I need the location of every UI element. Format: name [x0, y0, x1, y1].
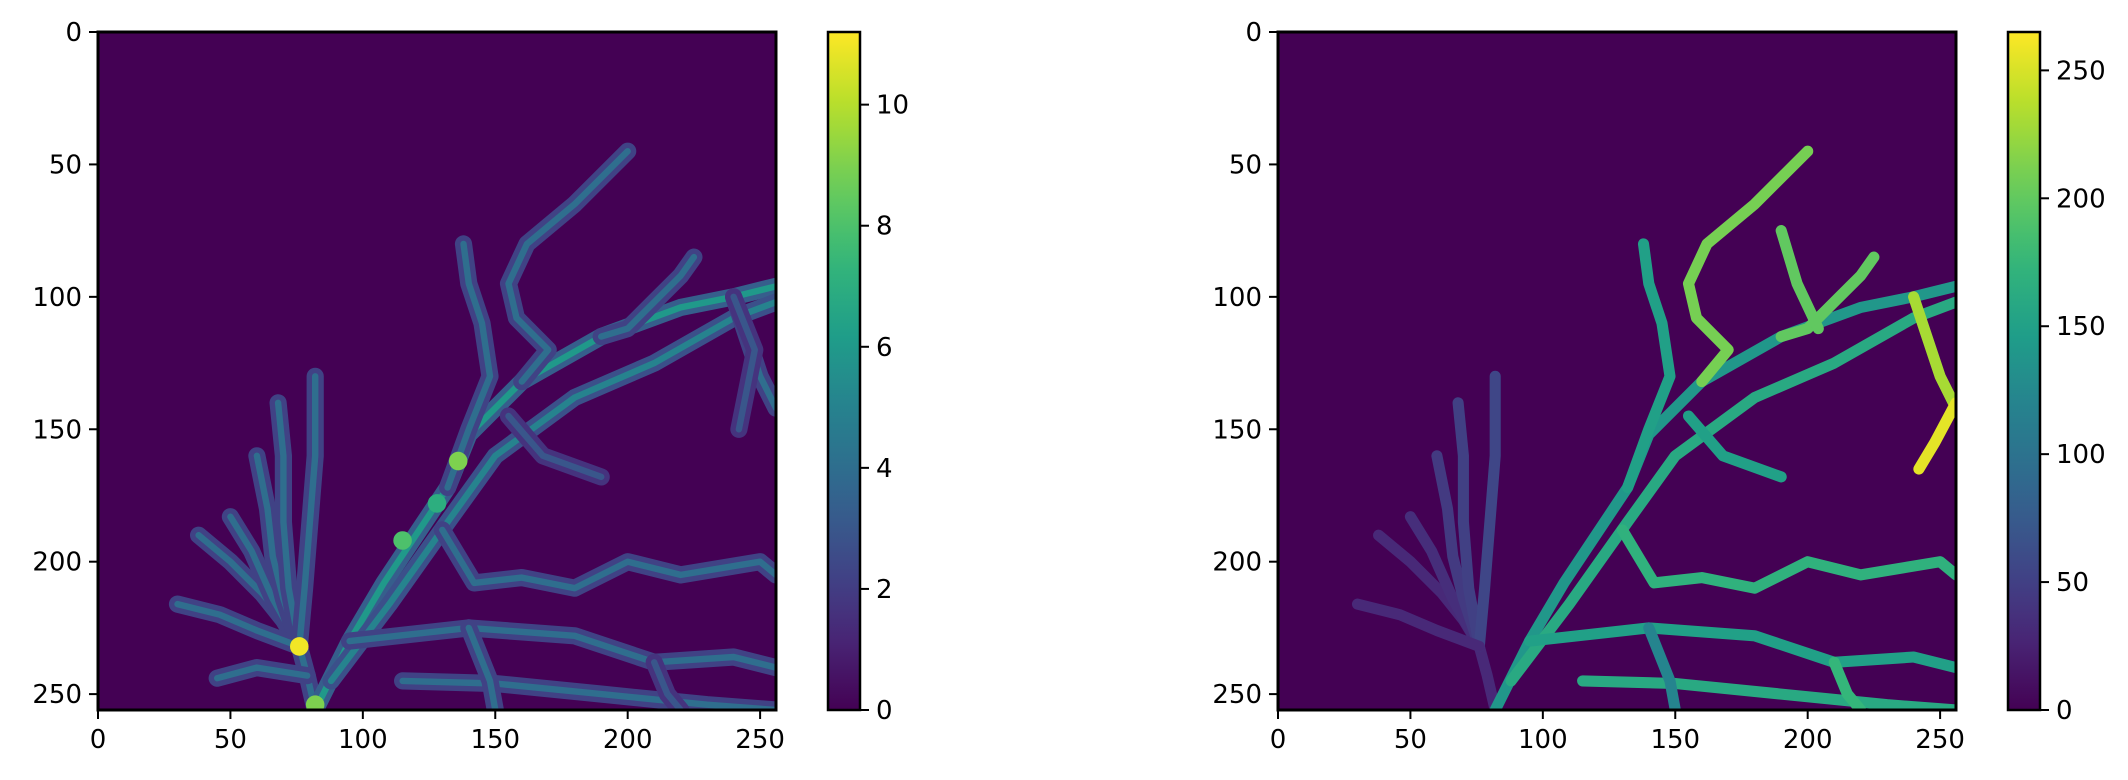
colorbar-tick-label: 10 — [876, 91, 909, 121]
x-tick-label: 150 — [1650, 725, 1700, 755]
vessel-junction-3 — [448, 451, 468, 471]
vessel-19 — [1913, 397, 1956, 475]
heatmap-vessels — [168, 142, 776, 710]
y-tick-label: 0 — [65, 18, 82, 48]
x-tick-label: 250 — [1915, 725, 1965, 755]
x-tick-label: 0 — [1270, 725, 1287, 755]
vessel-8 — [1622, 238, 1676, 494]
x-tick-label: 0 — [90, 725, 107, 755]
panel-1: 0 50 100 150 200 250 0 50 100 150 200 250 0 2 4 6 8 10 — [32, 18, 909, 755]
colorbar-tick-label: 50 — [2056, 568, 2089, 598]
y-tick-label: 150 — [1212, 415, 1262, 445]
vessel-10 — [1775, 251, 1880, 343]
vessel-3 — [1452, 397, 1485, 652]
vessel-5 — [1351, 598, 1485, 652]
vessel-junction-2 — [393, 531, 412, 550]
vessel-6 — [214, 664, 311, 682]
vessel-16 — [1643, 622, 1681, 710]
vessel-5 — [174, 600, 303, 650]
colorbar-tick-label: 250 — [2056, 56, 2106, 86]
y-tick-label: 50 — [1229, 150, 1262, 180]
vessel-4 — [296, 373, 319, 650]
vessel-11 — [598, 253, 698, 340]
vessel-junction-4 — [427, 494, 447, 513]
vessel-14 — [505, 412, 605, 481]
vessel-junction-0 — [290, 637, 309, 656]
x-tick-label: 100 — [1518, 725, 1568, 755]
colorbar-tick-label: 200 — [2056, 184, 2106, 214]
y-tick-label: 200 — [1212, 548, 1262, 578]
y-tick-label: 150 — [32, 415, 82, 445]
axes-frame — [96, 30, 778, 712]
vessel-14 — [1524, 622, 1956, 674]
y-tick-label: 100 — [1212, 283, 1262, 313]
y-tick-label: 200 — [32, 548, 82, 578]
vessel-17 — [1828, 656, 1867, 710]
colorbar — [828, 32, 860, 710]
y-tick-label: 100 — [32, 283, 82, 313]
vessel-9 — [444, 240, 494, 491]
colorbar-tick-label: 2 — [876, 575, 893, 605]
vessel-4 — [1473, 370, 1501, 652]
colorbar-tick-label: 0 — [2056, 696, 2073, 726]
x-tick-label: 250 — [735, 725, 785, 755]
vessel-12 — [1682, 410, 1787, 483]
x-tick-label: 100 — [338, 725, 388, 755]
x-tick-label: 200 — [1783, 725, 1833, 755]
vessel-8 — [327, 298, 776, 685]
x-tick-label: 50 — [214, 725, 247, 755]
colorbar-frame — [2006, 30, 2042, 712]
vessel-19 — [651, 659, 684, 710]
y-tick-label: 250 — [1212, 680, 1262, 710]
vessel-10 — [505, 148, 631, 385]
heatmap-vessels — [1351, 145, 1956, 710]
panel-2: 0 50 100 150 200 250 0 50 100 150 200 250 0 50 100 150 2… — [1212, 18, 2105, 755]
vessel-junction-1 — [305, 695, 325, 710]
x-tick-label: 50 — [1394, 725, 1427, 755]
vessel-15 — [1577, 675, 1956, 710]
vessel-11 — [1908, 291, 1956, 414]
vessel-9 — [1682, 145, 1814, 388]
colorbar-tick-label: 0 — [876, 696, 893, 726]
heatmap-background — [1278, 32, 1956, 710]
colorbar-tick-label: 6 — [876, 333, 893, 363]
vessel-15 — [439, 526, 776, 592]
vessel-13 — [1616, 524, 1956, 594]
colorbar — [2008, 32, 2040, 710]
vessel-3 — [274, 399, 303, 650]
vessel-13 — [730, 293, 758, 433]
x-tick-label: 200 — [603, 725, 653, 755]
vessel-18 — [1775, 225, 1824, 335]
y-tick-label: 50 — [49, 150, 82, 180]
colorbar-frame — [826, 30, 862, 712]
vessel-7 — [1505, 296, 1956, 687]
heatmap-background — [98, 32, 776, 710]
axes-frame — [1276, 30, 1958, 712]
colorbar-tick-label: 8 — [876, 212, 893, 242]
y-tick-label: 250 — [32, 680, 82, 710]
vessel-16 — [346, 624, 776, 671]
y-tick-label: 0 — [1245, 18, 1262, 48]
colorbar-tick-label: 100 — [2056, 440, 2106, 470]
vessel-17 — [399, 677, 776, 710]
vessel-18 — [465, 624, 499, 710]
colorbar-tick-label: 4 — [876, 454, 893, 484]
colorbar-tick-label: 150 — [2056, 312, 2106, 342]
x-tick-label: 150 — [470, 725, 520, 755]
